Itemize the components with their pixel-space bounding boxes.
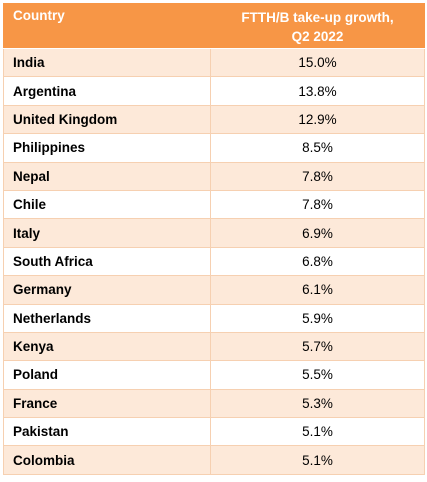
growth-value-cell: 5.9%: [210, 303, 425, 333]
table-row: Germany 6.1%: [3, 275, 425, 305]
header-row: Country FTTH/B take-up growth, Q2 2022: [3, 3, 425, 49]
table-row: Argentina 13.8%: [3, 76, 425, 106]
table-row: India 15.0%: [3, 47, 425, 78]
country-cell: Argentina: [3, 76, 211, 106]
header-metric-line-1: FTTH/B take-up growth,: [241, 10, 394, 25]
country-cell: Poland: [3, 360, 211, 390]
table-row: South Africa 6.8%: [3, 246, 425, 277]
growth-value-cell: 6.8%: [210, 246, 425, 277]
country-cell: Philippines: [3, 133, 211, 163]
country-cell: Chile: [3, 189, 211, 220]
country-cell: Kenya: [3, 331, 211, 362]
country-cell: United Kingdom: [3, 104, 211, 135]
table-row: Philippines 8.5%: [3, 133, 425, 163]
country-cell: South Africa: [3, 246, 211, 277]
growth-value-cell: 7.8%: [210, 189, 425, 220]
growth-value-cell: 7.8%: [210, 161, 425, 191]
growth-value-cell: 5.7%: [210, 331, 425, 362]
country-cell: Italy: [3, 218, 211, 248]
country-cell: France: [3, 388, 211, 419]
header-metric-line-2: Q2 2022: [291, 29, 344, 44]
growth-value-cell: 6.9%: [210, 218, 425, 248]
country-cell: Pakistan: [3, 417, 211, 447]
growth-value-cell: 5.1%: [210, 445, 425, 475]
table-row: Colombia 5.1%: [3, 445, 425, 475]
header-country: Country: [3, 3, 211, 49]
growth-value-cell: 5.1%: [210, 417, 425, 447]
table-row: Pakistan 5.1%: [3, 417, 425, 447]
growth-value-cell: 13.8%: [210, 76, 425, 106]
country-cell: Nepal: [3, 161, 211, 191]
growth-table: Country FTTH/B take-up growth, Q2 2022 I…: [3, 3, 425, 475]
growth-value-cell: 6.1%: [210, 275, 425, 305]
table-row: Poland 5.5%: [3, 360, 425, 390]
table-row: Kenya 5.7%: [3, 331, 425, 362]
table-body: India 15.0% Argentina 13.8% United Kingdom 12…: [3, 47, 425, 475]
growth-value-cell: 5.3%: [210, 388, 425, 419]
growth-value-cell: 8.5%: [210, 133, 425, 163]
table-row: United Kingdom 12.9%: [3, 104, 425, 135]
table-row: Nepal 7.8%: [3, 161, 425, 191]
table-row: Chile 7.8%: [3, 189, 425, 220]
country-cell: Germany: [3, 275, 211, 305]
table-row: Netherlands 5.9%: [3, 303, 425, 333]
country-cell: Netherlands: [3, 303, 211, 333]
table-row: France 5.3%: [3, 388, 425, 419]
country-cell: India: [3, 47, 211, 78]
growth-value-cell: 15.0%: [210, 47, 425, 78]
table-row: Italy 6.9%: [3, 218, 425, 248]
table-container: Country FTTH/B take-up growth, Q2 2022 I…: [3, 3, 425, 475]
header-metric: FTTH/B take-up growth, Q2 2022: [210, 3, 425, 49]
country-cell: Colombia: [3, 445, 211, 475]
growth-value-cell: 5.5%: [210, 360, 425, 390]
growth-value-cell: 12.9%: [210, 104, 425, 135]
